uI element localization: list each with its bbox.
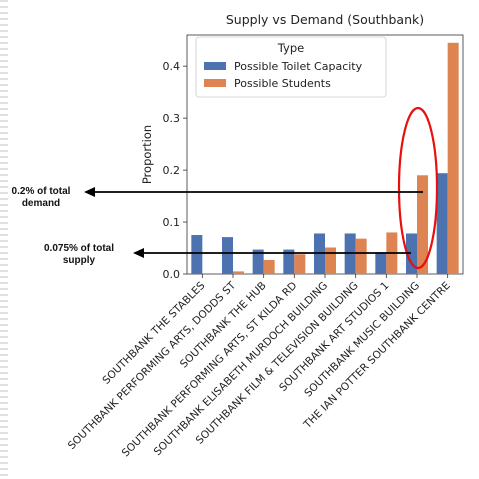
bar-students xyxy=(294,254,306,274)
legend-swatch xyxy=(204,62,226,70)
y-tick-label: 0.3 xyxy=(163,112,181,125)
bar-toilet-capacity xyxy=(436,173,448,274)
supply-arrow-head xyxy=(133,248,144,258)
y-tick-label: 0.1 xyxy=(163,216,181,229)
demand-annotation-line2: demand xyxy=(21,198,61,209)
demand-arrow-head xyxy=(84,187,95,197)
bar-toilet-capacity xyxy=(222,237,233,274)
supply-annotation: 0.075% of total supply xyxy=(28,243,130,267)
bar-students xyxy=(233,271,244,274)
y-tick-label: 0.4 xyxy=(163,60,181,73)
y-tick-label: 0.0 xyxy=(163,268,181,281)
highlight-ellipse xyxy=(397,106,439,270)
bar-students xyxy=(355,238,367,274)
bar-toilet-capacity xyxy=(252,249,264,274)
supply-annotation-line1: 0.075% of total xyxy=(43,243,115,254)
legend-swatch xyxy=(204,79,226,87)
legend-box xyxy=(195,36,387,98)
legend-label: Possible Toilet Capacity xyxy=(234,60,363,73)
demand-annotation: 0.2% of total demand xyxy=(0,186,82,210)
chart-title: Supply vs Demand (Southbank) xyxy=(226,12,424,27)
bar-toilet-capacity xyxy=(191,235,203,274)
bar-toilet-capacity xyxy=(375,252,387,274)
bar-students xyxy=(417,175,428,274)
demand-annotation-line1: 0.2% of total xyxy=(11,186,71,197)
bar-toilet-capacity xyxy=(406,233,417,274)
supply-annotation-line2: supply xyxy=(62,255,96,266)
dashed-margin-guide xyxy=(0,0,8,479)
y-tick-label: 0.2 xyxy=(163,164,181,177)
legend-label: Possible Students xyxy=(234,77,331,90)
bar-toilet-capacity xyxy=(283,249,295,274)
bar-students xyxy=(447,42,459,274)
bar-students xyxy=(263,259,275,274)
y-axis-label: Proportion xyxy=(140,125,154,184)
legend-title: Type xyxy=(277,41,304,55)
bar-students xyxy=(325,247,336,274)
